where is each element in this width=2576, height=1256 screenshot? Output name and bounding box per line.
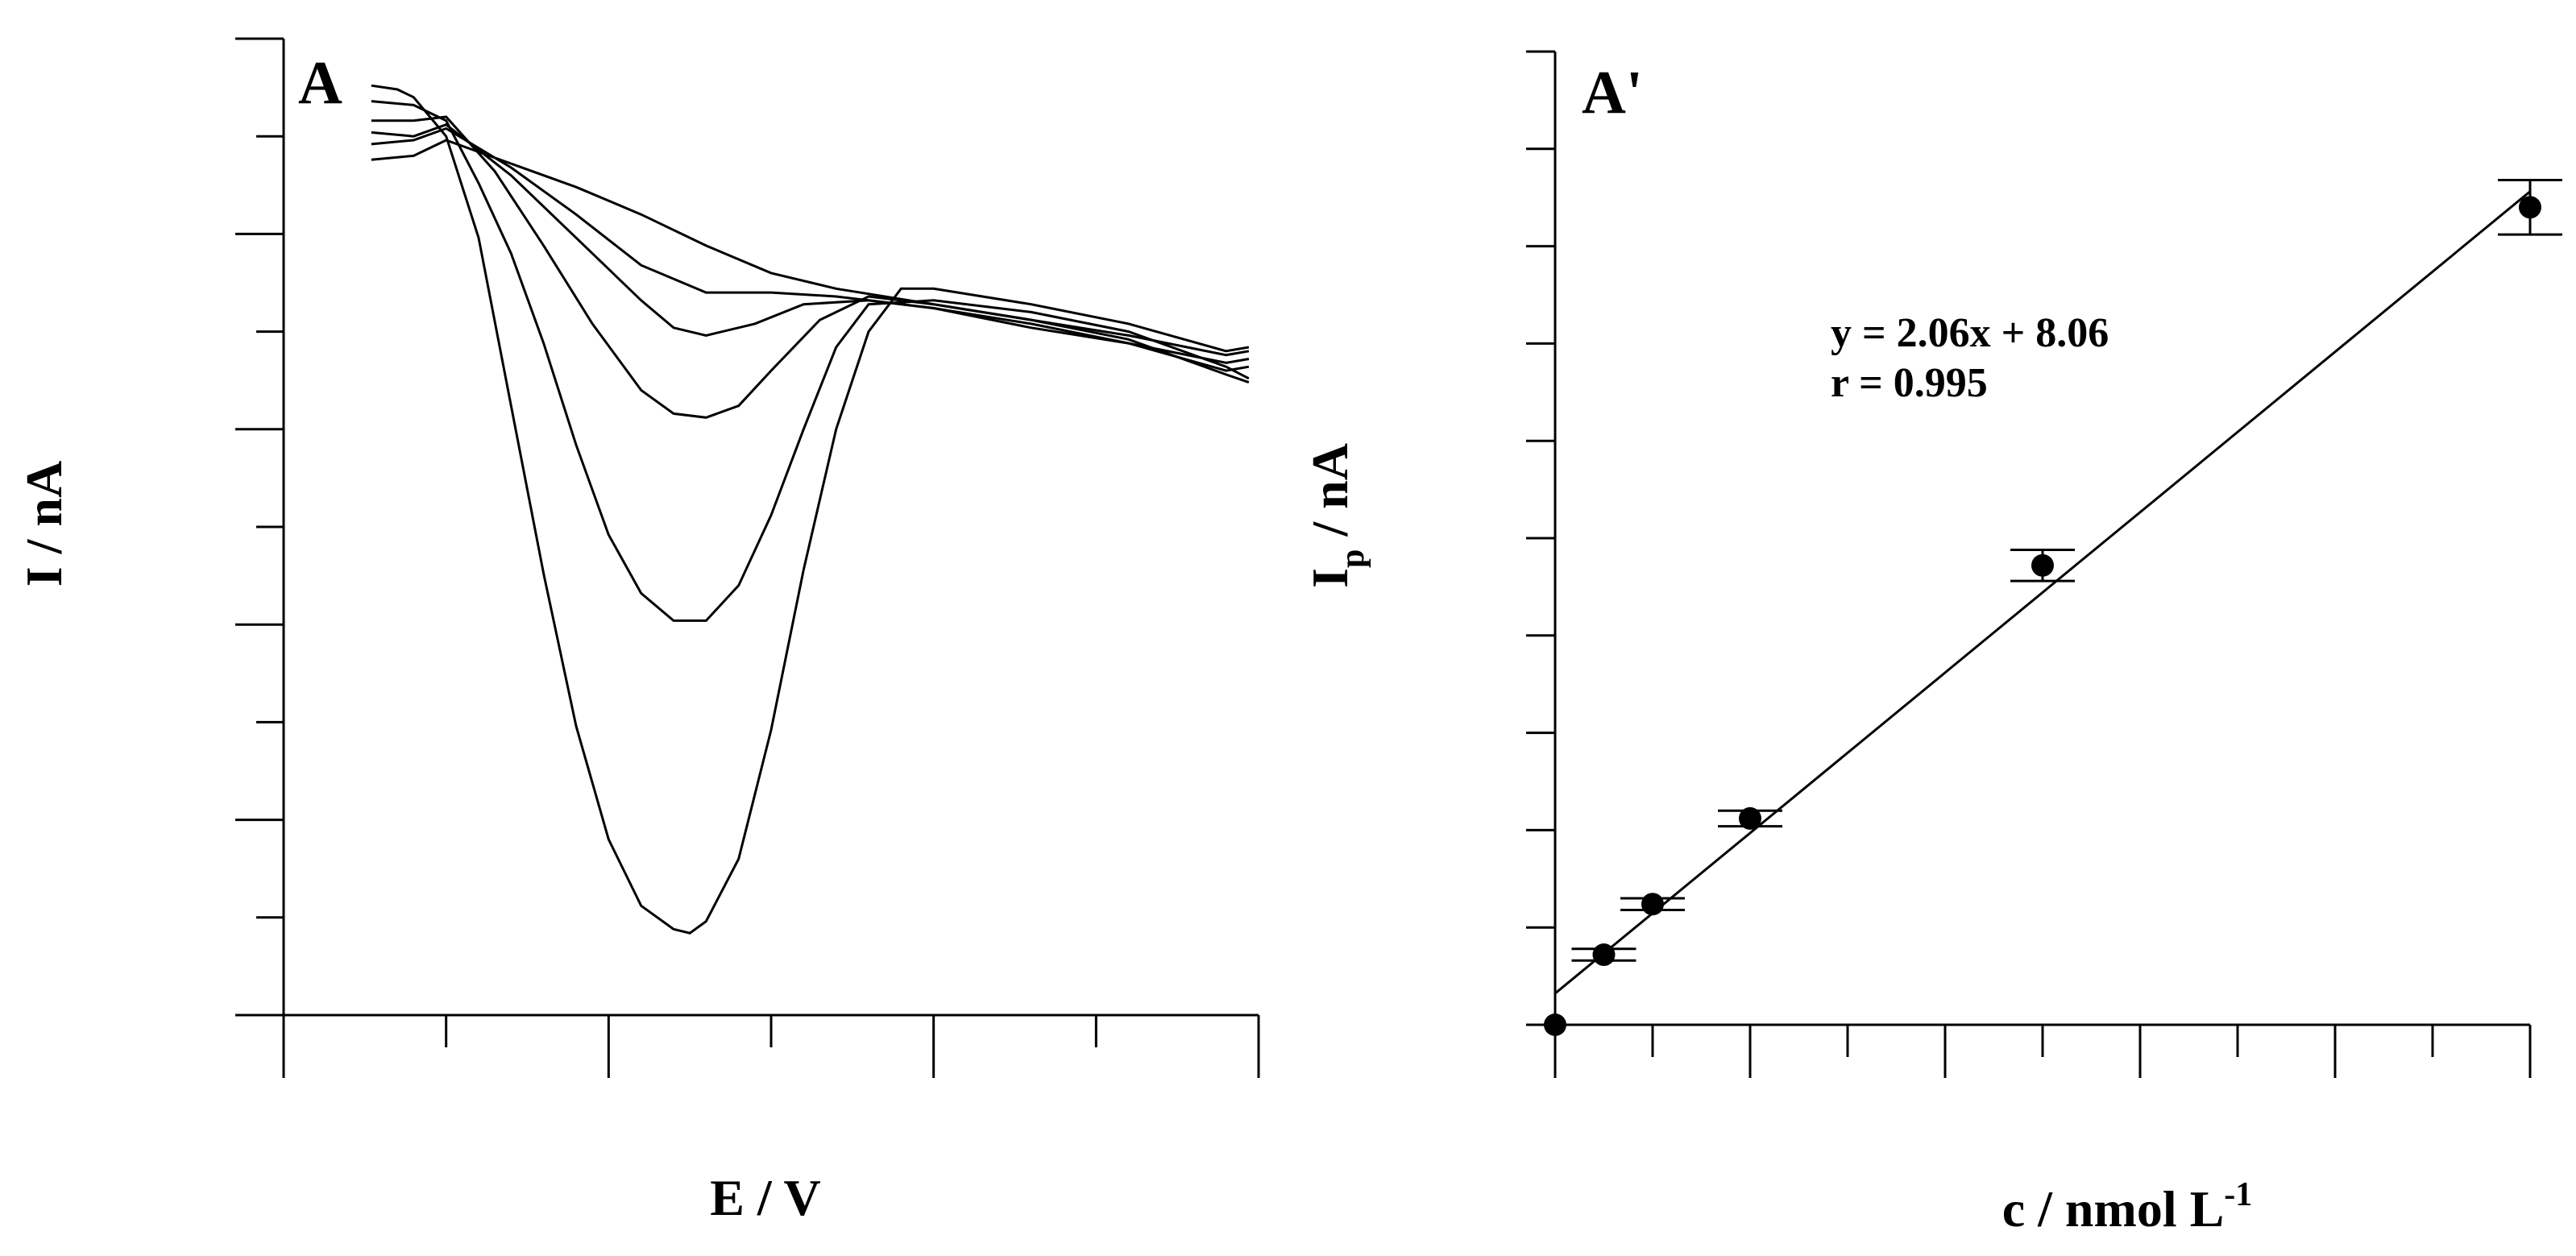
curve-d [371, 115, 1250, 419]
panel-a-prime-label: A' [1582, 59, 1643, 126]
data-point [1544, 1014, 1566, 1036]
curve-c [371, 123, 1250, 372]
y-label-rest: / nA [1301, 443, 1359, 549]
curve-a [371, 139, 1250, 357]
fit-line [1554, 190, 2531, 995]
y-label-main: I [1301, 568, 1359, 588]
curve-f [371, 84, 1250, 935]
correlation-coefficient: r = 0.995 [1831, 360, 1988, 406]
curve-b [371, 126, 1250, 364]
panel-a-prime-x-axis-label: c / nmol L-1 [2002, 1176, 2253, 1237]
data-point [1592, 943, 1616, 967]
panel-a-label: A [298, 49, 342, 117]
x-label-main: c / nmol L [2002, 1180, 2225, 1237]
panel-a: A E / V I / nA [15, 37, 1260, 1226]
data-point [1641, 893, 1664, 916]
curve-e [371, 100, 1250, 622]
data-point [1739, 806, 1761, 830]
x-label-superscript: -1 [2224, 1176, 2252, 1213]
data-point [2031, 553, 2054, 577]
panel-a-prime-y-axis-label: Ip / nA [1301, 443, 1371, 588]
regression-equation: y = 2.06x + 8.06 [1831, 310, 2109, 356]
panel-a-x-axis-label: E / V [710, 1169, 821, 1226]
panel-a-prime: A' c / nmol L-1 Ip / nA y = 2.06x + 8.06… [1301, 50, 2562, 1237]
data-point [2519, 196, 2541, 219]
panel-a-y-axis-label: I / nA [15, 461, 73, 587]
y-label-subscript: p [1334, 549, 1371, 568]
